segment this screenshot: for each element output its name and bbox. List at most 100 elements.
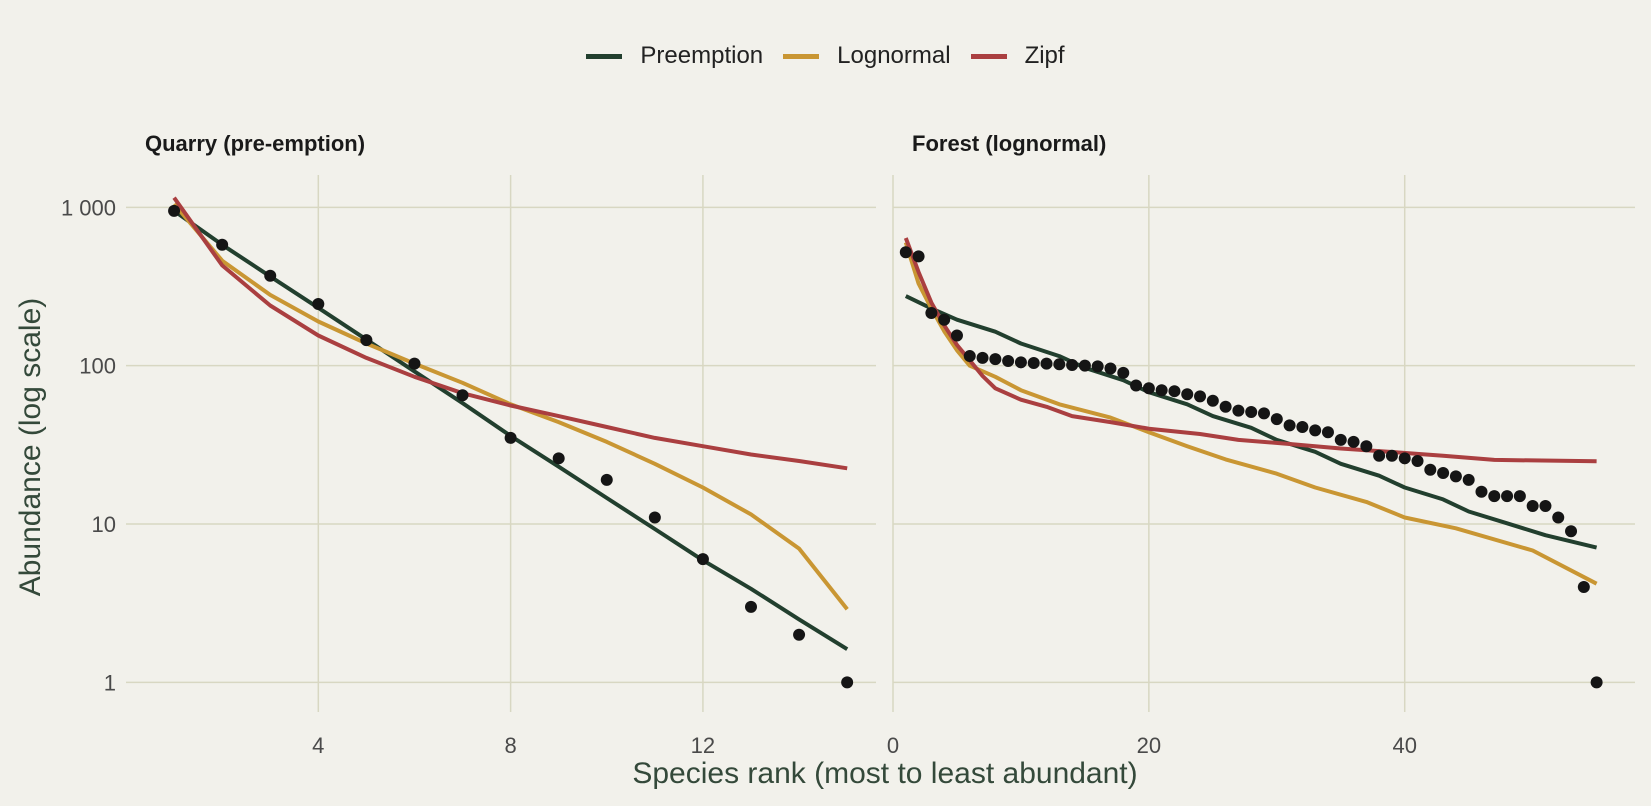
legend: Preemption Lognormal Zipf (0, 36, 1651, 76)
data-point (1117, 366, 1130, 379)
data-point (1373, 449, 1386, 462)
series-line-preemption (904, 294, 1598, 550)
data-point (1168, 385, 1181, 398)
legend-swatch-preemption (586, 53, 623, 59)
data-point (1577, 581, 1590, 594)
x-axis-title: Species rank (most to least abundant) (632, 757, 1137, 790)
series-line-zipf (903, 237, 1597, 464)
data-point (1206, 394, 1219, 407)
y-tick-label: 1 000 (61, 195, 116, 220)
data-point (1590, 676, 1603, 689)
data-point (1091, 360, 1104, 373)
data-point (1027, 356, 1040, 369)
data-point (216, 238, 229, 251)
data-point (1104, 362, 1117, 375)
data-point (696, 553, 709, 566)
data-point (912, 250, 925, 263)
data-point (1449, 470, 1462, 483)
data-point (1526, 499, 1539, 512)
x-tick-label: 40 (1392, 733, 1416, 758)
data-point (793, 628, 806, 641)
data-point (1219, 400, 1232, 413)
x-tick-label: 0 (887, 733, 899, 758)
data-point (1437, 467, 1450, 480)
data-point (1488, 490, 1501, 503)
data-point (976, 351, 989, 364)
data-point (1194, 390, 1207, 403)
x-tick-label: 12 (691, 733, 715, 758)
legend-item-preemption: Preemption (586, 42, 763, 70)
data-point (1155, 384, 1168, 397)
data-point (1462, 473, 1475, 486)
data-point (600, 473, 613, 486)
data-point (1385, 449, 1398, 462)
data-point (1258, 407, 1270, 420)
data-point (552, 452, 565, 465)
panel-1: 1 10 100 1 000 4 8 12 Quarry (pre-emption) (61, 131, 876, 758)
y-axis-title: Abundance (log scale) (14, 298, 47, 597)
data-point (1309, 424, 1322, 437)
data-point (1296, 420, 1309, 433)
legend-item-zipf: Zipf (970, 42, 1065, 70)
x-tick-label: 4 (312, 733, 324, 758)
legend-swatch-lognormal (783, 53, 820, 59)
data-point (1245, 405, 1258, 418)
data-point (1181, 388, 1194, 401)
panel-title: Forest (lognormal) (912, 131, 1106, 156)
data-point (963, 350, 976, 363)
data-point (1014, 356, 1027, 369)
panel-title: Quarry (pre-emption) (145, 131, 365, 156)
data-point (1360, 440, 1373, 453)
data-point (1539, 499, 1552, 512)
legend-swatch-zipf (970, 53, 1007, 59)
data-point (1565, 525, 1578, 538)
data-point (1130, 379, 1143, 392)
data-point (989, 353, 1002, 366)
y-tick-label: 10 (92, 512, 116, 537)
data-point (312, 298, 325, 311)
data-point (1501, 490, 1514, 503)
data-point (1142, 382, 1155, 395)
data-point (1270, 413, 1283, 426)
panel-2: 0 20 40 Forest (lognormal) (887, 131, 1635, 758)
data-point (1066, 358, 1079, 371)
data-point (1283, 419, 1296, 432)
legend-label-preemption: Preemption (640, 42, 764, 69)
series-line-zipf (172, 196, 848, 471)
data-point (950, 329, 963, 342)
data-point (1232, 404, 1245, 417)
data-point (1334, 433, 1347, 446)
data-point (1321, 426, 1334, 439)
data-point (360, 334, 373, 347)
legend-item-lognormal: Lognormal (783, 42, 951, 70)
data-point (1347, 435, 1360, 448)
data-point (841, 676, 854, 689)
data-point (1475, 485, 1488, 498)
data-point (1398, 452, 1411, 465)
data-point (1002, 355, 1015, 368)
data-point (925, 307, 938, 320)
data-point (168, 204, 181, 217)
data-point (504, 431, 517, 444)
data-point (1513, 490, 1526, 503)
data-point (1040, 357, 1053, 370)
data-point (456, 389, 469, 402)
legend-label-zipf: Zipf (1024, 42, 1065, 69)
x-tick-label: 20 (1137, 733, 1161, 758)
data-point (745, 600, 757, 613)
x-tick-label: 8 (504, 733, 516, 758)
y-tick-label: 100 (79, 354, 116, 379)
data-point (899, 246, 912, 259)
data-point (648, 511, 661, 524)
data-point (1411, 455, 1424, 468)
data-point (1078, 359, 1091, 372)
data-point (938, 313, 951, 326)
data-point (408, 357, 421, 370)
y-tick-label: 1 (104, 670, 116, 695)
data-point (1053, 358, 1066, 371)
data-point (264, 269, 277, 282)
data-point (1424, 463, 1437, 476)
legend-label-lognormal: Lognormal (837, 42, 951, 69)
data-point (1552, 511, 1565, 524)
